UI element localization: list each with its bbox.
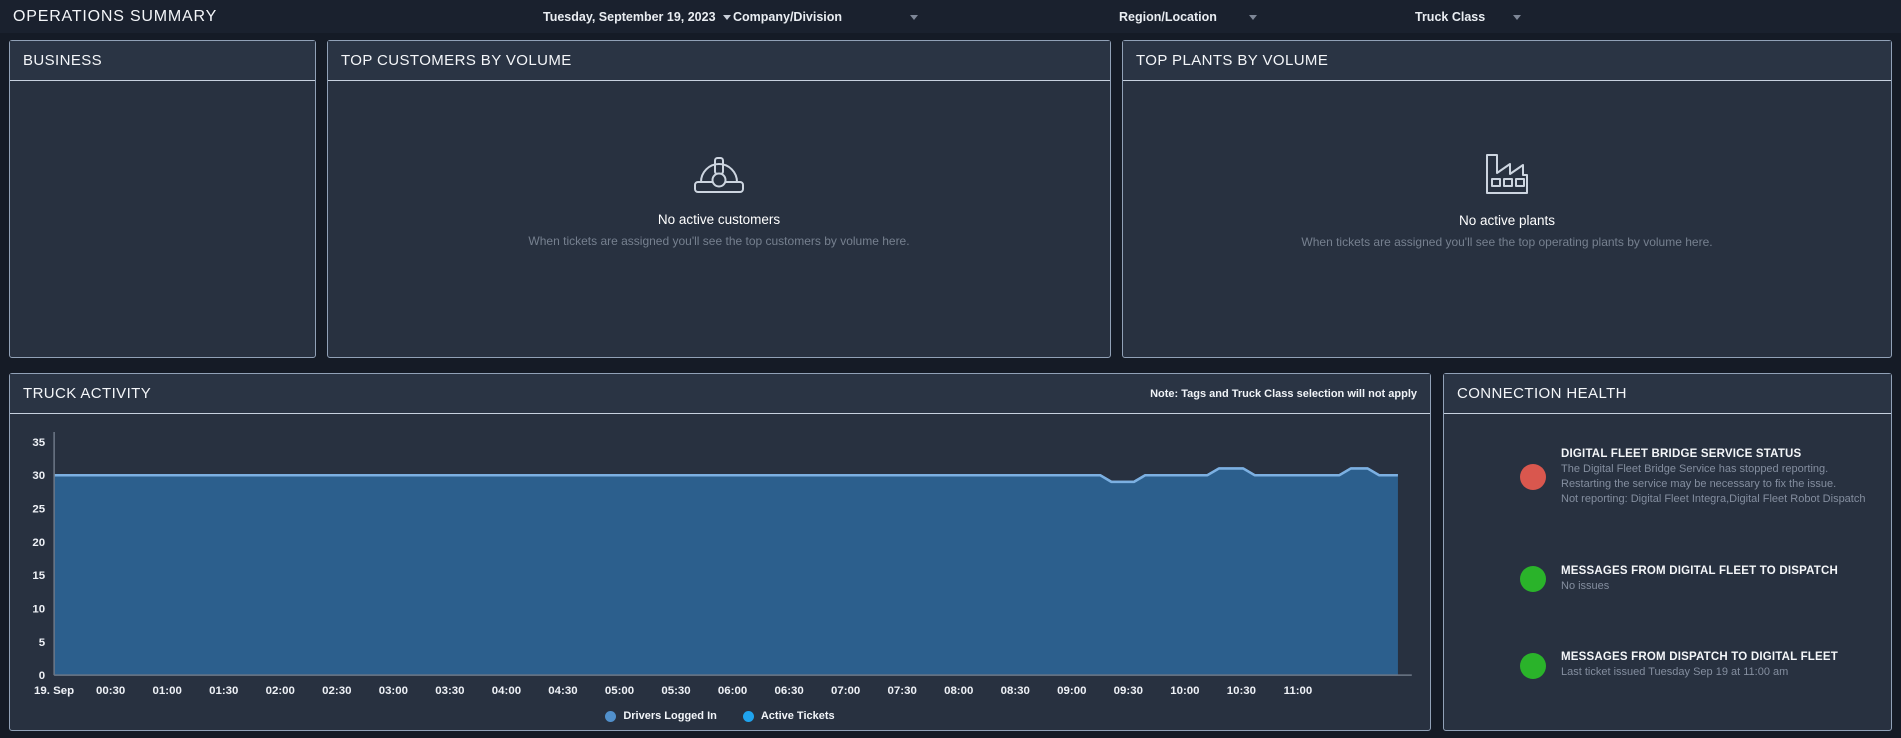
connection-health-item-heading: MESSAGES FROM DISPATCH TO DIGITAL FLEET (1561, 651, 1838, 664)
y-axis-tick-label: 20 (32, 537, 45, 549)
filter-company-division[interactable]: Company/Division (733, 0, 918, 33)
x-axis-tick-label: 01:30 (209, 685, 238, 697)
line-series-1 (54, 467, 1398, 484)
x-axis-tick-label: 01:00 (153, 685, 182, 697)
connection-health-item-heading: MESSAGES FROM DIGITAL FLEET TO DISPATCH (1561, 564, 1838, 577)
y-axis-tick-label: 5 (39, 637, 46, 649)
connection-health-item: DIGITAL FLEET BRIDGE SERVICE STATUS The D… (1520, 448, 1873, 507)
connection-health-item: MESSAGES FROM DIGITAL FLEET TO DISPATCH N… (1520, 565, 1873, 594)
legend-marker-icon (742, 710, 754, 722)
filter-truck-class-label: Truck Class (1415, 9, 1486, 24)
x-axis-tick-label: 03:30 (435, 685, 464, 697)
legend-marker-icon (605, 710, 617, 722)
top-plants-panel-header: TOP PLANTS BY VOLUME (1123, 41, 1891, 81)
business-panel: BUSINESS (9, 40, 316, 358)
y-axis-tick-label: 35 (32, 437, 45, 449)
truck-activity-chart: 0 5 10 15 20 25 30 35 19. Sep 00:30 01:00 01:30 02:0… (10, 414, 1430, 729)
chevron-down-icon (722, 15, 731, 20)
connection-health-panel-header: CONNECTION HEALTH (1444, 374, 1891, 414)
x-axis-tick-label: 07:30 (888, 685, 917, 697)
x-axis-tick-label: 05:30 (661, 685, 690, 697)
top-plants-empty-title: No active plants (1458, 212, 1556, 228)
connection-health-item-line: The Digital Fleet Bridge Service has sto… (1561, 463, 1837, 490)
x-axis-tick-label: 06:30 (774, 685, 803, 697)
chevron-down-icon (1249, 15, 1257, 20)
truck-activity-panel-title: TRUCK ACTIVITY (23, 385, 152, 402)
legend-label: Active Tickets (760, 710, 835, 723)
legend-item[interactable]: Active Tickets (742, 710, 835, 723)
legend-label: Drivers Logged In (623, 710, 717, 723)
x-axis-tick-label: 00:30 (96, 685, 125, 697)
top-plants-panel: TOP PLANTS BY VOLUME No active plants Wh… (1122, 40, 1892, 358)
truck-activity-area-chart: 0 5 10 15 20 25 30 35 19. Sep 00:30 01:00 01:30 02:0… (32, 431, 1412, 697)
x-axis-tick-label: 04:30 (548, 685, 577, 697)
connection-health-item-heading: DIGITAL FLEET BRIDGE SERVICE STATUS (1561, 448, 1802, 460)
x-axis-tick-label: 08:00 (944, 685, 973, 697)
x-axis-tick-label: 04:00 (492, 685, 521, 697)
top-bar: OPERATIONS SUMMARY Tuesday, September 19… (0, 0, 1901, 33)
y-axis-tick-label: 25 (32, 504, 45, 516)
x-axis-tick-label: 06:00 (718, 685, 747, 697)
filter-region-location[interactable]: Region/Location (1119, 0, 1257, 33)
connection-health-item-text: DIGITAL FLEET BRIDGE SERVICE STATUS The D… (1561, 448, 1873, 507)
top-customers-panel-header: TOP CUSTOMERS BY VOLUME (328, 41, 1110, 81)
filter-region-location-label: Region/Location (1119, 9, 1217, 24)
filter-company-division-label: Company/Division (733, 9, 843, 24)
page-title: OPERATIONS SUMMARY (13, 7, 218, 25)
x-axis-tick-label: 08:30 (1001, 685, 1030, 697)
filter-truck-class[interactable]: Truck Class (1415, 0, 1521, 33)
chart-legend: Drivers Logged In Active Tickets (10, 703, 1430, 729)
top-customers-panel: TOP CUSTOMERS BY VOLUME No active custom… (327, 40, 1111, 358)
top-customers-empty-message: When tickets are assigned you'll see the… (528, 233, 910, 248)
chevron-down-icon (910, 15, 918, 20)
chevron-down-icon (1513, 15, 1521, 20)
hard-hat-icon (694, 156, 744, 193)
x-axis-tick-label: 09:30 (1114, 685, 1143, 697)
connection-health-list: DIGITAL FLEET BRIDGE SERVICE STATUS The D… (1444, 414, 1891, 680)
x-axis-tick-label: 09:00 (1057, 685, 1086, 697)
top-customers-panel-title: TOP CUSTOMERS BY VOLUME (341, 52, 572, 69)
connection-health-item-line: No issues (1561, 579, 1610, 592)
status-ok-icon (1520, 565, 1546, 592)
business-panel-header: BUSINESS (10, 41, 315, 81)
truck-activity-panel-header: TRUCK ACTIVITY Note: Tags and Truck Clas… (10, 374, 1430, 414)
x-axis-tick-label: 07:00 (831, 685, 860, 697)
area-series-1 (54, 468, 1398, 676)
truck-activity-note: Note: Tags and Truck Class selection wil… (1150, 387, 1417, 400)
connection-health-item: MESSAGES FROM DISPATCH TO DIGITAL FLEET L… (1520, 651, 1873, 680)
connection-health-panel: CONNECTION HEALTH DIGITAL FLEET BRIDGE S… (1443, 373, 1892, 731)
date-selector-label: Tuesday, September 19, 2023 (543, 9, 716, 24)
connection-health-item-text: MESSAGES FROM DIGITAL FLEET TO DISPATCH N… (1561, 565, 1873, 594)
y-axis-tick-label: 30 (32, 470, 45, 482)
x-axis-tick-label: 11:00 (1284, 685, 1313, 697)
top-plants-panel-title: TOP PLANTS BY VOLUME (1136, 52, 1329, 69)
legend-item[interactable]: Drivers Logged In (605, 710, 717, 722)
factory-icon (1486, 153, 1528, 194)
top-plants-empty-message: When tickets are assigned you'll see the… (1301, 234, 1713, 249)
top-customers-empty-state: No active customers When tickets are ass… (328, 81, 1110, 356)
connection-health-panel-title: CONNECTION HEALTH (1457, 385, 1627, 402)
truck-activity-panel: TRUCK ACTIVITY Note: Tags and Truck Clas… (9, 373, 1431, 731)
y-axis-tick-label: 0 (39, 670, 45, 682)
top-customers-empty-title: No active customers (657, 211, 781, 227)
connection-health-item-text: MESSAGES FROM DISPATCH TO DIGITAL FLEET L… (1561, 651, 1873, 680)
status-error-icon (1520, 464, 1546, 491)
x-axis-tick-label: 02:00 (266, 685, 295, 697)
y-axis-tick-label: 10 (32, 604, 45, 616)
y-axis-tick-label: 15 (32, 570, 45, 582)
x-axis-tick-label: 19. Sep (34, 685, 74, 697)
x-axis-tick-label: 10:30 (1227, 685, 1256, 697)
x-axis-tick-label: 02:30 (322, 685, 351, 697)
x-axis-tick-label: 05:00 (605, 685, 634, 697)
x-axis-tick-label: 10:00 (1170, 685, 1199, 697)
connection-health-item-line: Not reporting: Digital Fleet Integra,Dig… (1561, 492, 1866, 505)
date-selector[interactable]: Tuesday, September 19, 2023 (543, 0, 731, 33)
connection-health-item-line: Last ticket issued Tuesday Sep 19 at 11:… (1561, 666, 1789, 679)
business-panel-title: BUSINESS (23, 52, 103, 69)
status-ok-icon (1520, 652, 1546, 679)
top-plants-empty-state: No active plants When tickets are assign… (1123, 81, 1891, 356)
x-axis-tick-label: 03:00 (379, 685, 408, 697)
